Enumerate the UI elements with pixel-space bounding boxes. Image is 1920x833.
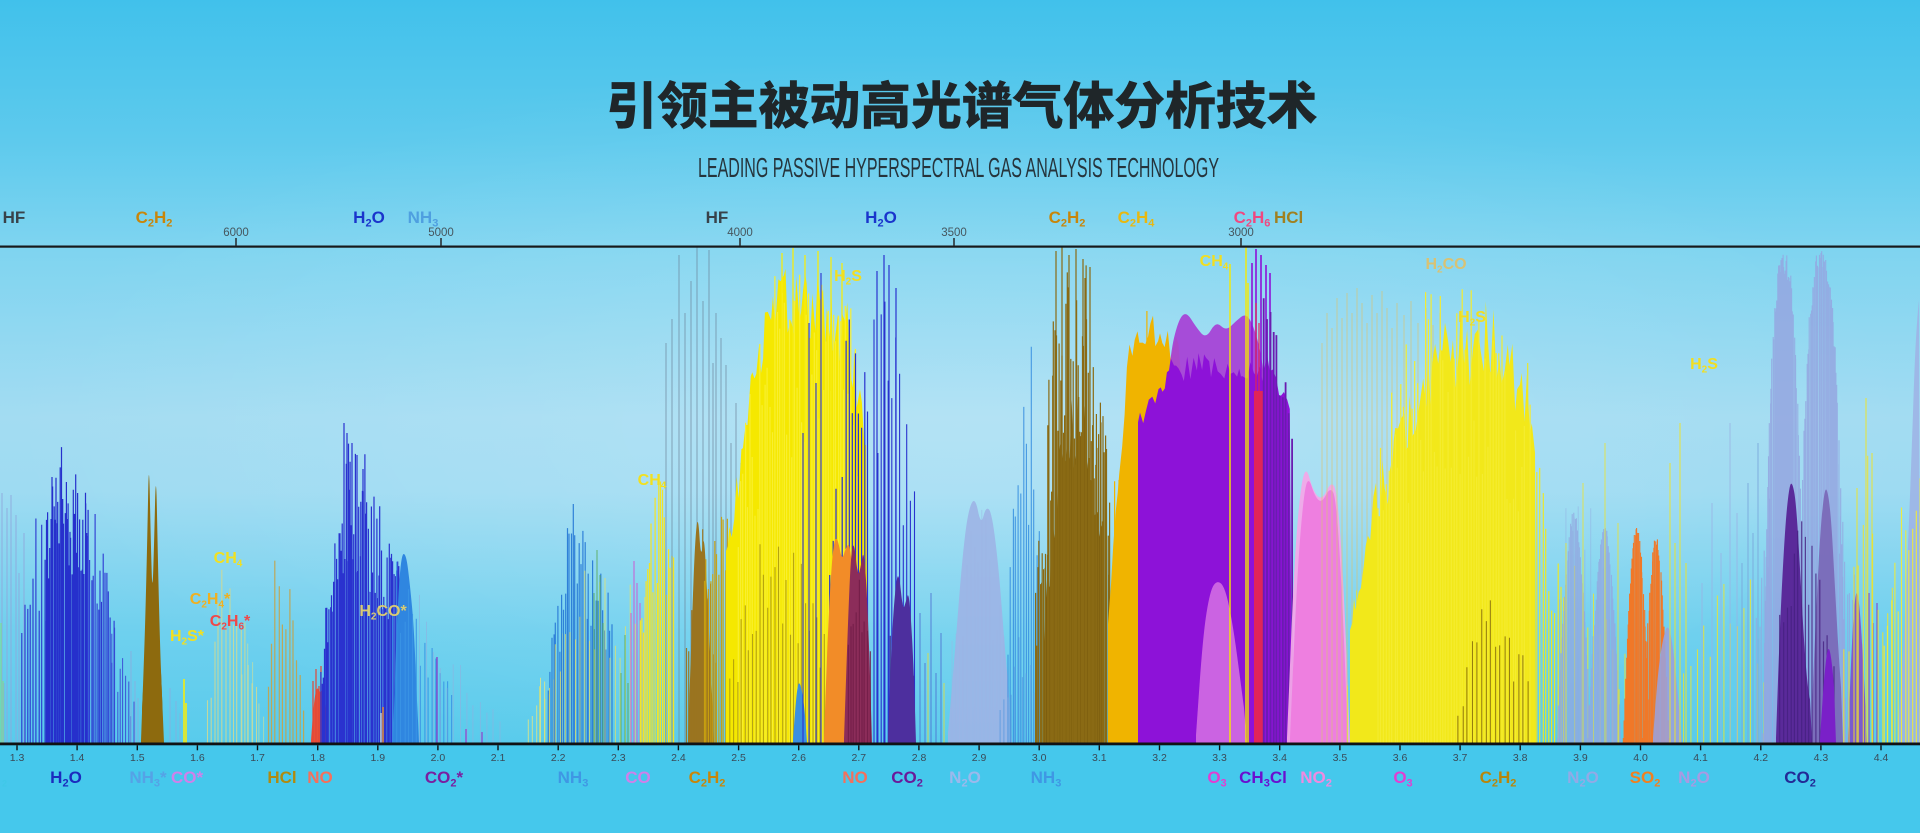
- svg-text:O3: O3: [1393, 768, 1412, 790]
- svg-text:3.6: 3.6: [1393, 752, 1408, 764]
- svg-text:NH3: NH3: [408, 208, 439, 230]
- svg-text:N2O: N2O: [949, 768, 981, 790]
- svg-text:C2H6*: C2H6*: [210, 613, 251, 633]
- svg-text:4.3: 4.3: [1814, 752, 1829, 764]
- svg-text:2.9: 2.9: [972, 752, 987, 764]
- svg-text:1.9: 1.9: [370, 752, 385, 764]
- svg-text:2.5: 2.5: [731, 752, 746, 764]
- svg-text:3.8: 3.8: [1513, 752, 1528, 764]
- svg-text:C2H4: C2H4: [1118, 208, 1156, 230]
- svg-text:3.0: 3.0: [1032, 752, 1047, 764]
- svg-text:2.4: 2.4: [671, 752, 686, 764]
- svg-text:3.5: 3.5: [1333, 752, 1348, 764]
- svg-text:NH3*: NH3*: [129, 768, 167, 790]
- svg-text:3.2: 3.2: [1152, 752, 1167, 764]
- svg-text:1.8: 1.8: [310, 752, 325, 764]
- svg-text:2: 2: [2, 779, 7, 789]
- svg-text:4000: 4000: [727, 227, 753, 239]
- svg-text:NO2: NO2: [1300, 768, 1332, 790]
- svg-text:LEADING PASSIVE HYPERSPECTRAL: LEADING PASSIVE HYPERSPECTRAL GAS ANALYS…: [698, 152, 1219, 183]
- svg-text:NO: NO: [842, 768, 868, 787]
- svg-text:CO*: CO*: [171, 768, 204, 787]
- svg-text:2.6: 2.6: [791, 752, 806, 764]
- svg-text:CH4: CH4: [1200, 253, 1229, 273]
- svg-text:CH4: CH4: [638, 472, 667, 492]
- svg-text:NO: NO: [307, 768, 333, 787]
- svg-text:4.2: 4.2: [1753, 752, 1768, 764]
- svg-text:4.4: 4.4: [1874, 752, 1889, 764]
- svg-text:H2O: H2O: [865, 208, 897, 230]
- svg-text:3.4: 3.4: [1272, 752, 1287, 764]
- svg-text:C2H4*: C2H4*: [190, 591, 231, 611]
- svg-text:HCl: HCl: [267, 768, 296, 787]
- svg-text:2.3: 2.3: [611, 752, 626, 764]
- svg-text:C2H2: C2H2: [1480, 768, 1517, 790]
- svg-text:1.4: 1.4: [70, 752, 85, 764]
- svg-text:N2O: N2O: [1678, 768, 1710, 790]
- svg-text:3.9: 3.9: [1573, 752, 1588, 764]
- svg-text:CH4: CH4: [214, 550, 243, 570]
- svg-text:HCl: HCl: [1274, 208, 1303, 227]
- svg-text:2.1: 2.1: [491, 752, 506, 764]
- svg-text:H2S*: H2S*: [170, 628, 205, 648]
- svg-text:CO: CO: [625, 768, 651, 787]
- svg-text:1.5: 1.5: [130, 752, 145, 764]
- svg-text:4.1: 4.1: [1693, 752, 1708, 764]
- svg-text:C2H2: C2H2: [1049, 208, 1086, 230]
- svg-text:1.3: 1.3: [10, 752, 25, 764]
- svg-text:CO2: CO2: [891, 768, 923, 790]
- svg-text:H2O: H2O: [50, 768, 82, 790]
- svg-text:3.1: 3.1: [1092, 752, 1107, 764]
- svg-text:HF: HF: [3, 208, 26, 227]
- svg-text:CH3Cl: CH3Cl: [1239, 768, 1287, 790]
- svg-text:1.7: 1.7: [250, 752, 265, 764]
- svg-text:NH3: NH3: [558, 768, 589, 790]
- svg-text:6000: 6000: [223, 227, 249, 239]
- svg-text:NH3: NH3: [1031, 768, 1062, 790]
- svg-text:H2S: H2S: [1690, 356, 1718, 376]
- svg-text:3000: 3000: [1228, 227, 1254, 239]
- svg-text:CO2: CO2: [1784, 768, 1816, 790]
- svg-text:H2CO: H2CO: [1425, 256, 1466, 276]
- svg-text:CO2*: CO2*: [425, 768, 464, 790]
- svg-text:N2O: N2O: [1567, 768, 1599, 790]
- svg-text:O3: O3: [1207, 768, 1226, 790]
- svg-text:H2CO*: H2CO*: [359, 603, 407, 623]
- svg-text:SO2: SO2: [1630, 768, 1661, 790]
- svg-text:H2S: H2S: [834, 268, 862, 288]
- svg-text:2.8: 2.8: [912, 752, 927, 764]
- svg-text:2.7: 2.7: [851, 752, 866, 764]
- svg-text:3.7: 3.7: [1453, 752, 1468, 764]
- svg-text:2.2: 2.2: [551, 752, 566, 764]
- svg-text:C2H6: C2H6: [1234, 208, 1271, 230]
- svg-text:3500: 3500: [941, 227, 967, 239]
- svg-text:C2H2: C2H2: [689, 768, 726, 790]
- svg-text:1.6: 1.6: [190, 752, 205, 764]
- svg-text:4.0: 4.0: [1633, 752, 1648, 764]
- svg-text:H2S: H2S: [1458, 309, 1486, 329]
- svg-text:5000: 5000: [428, 227, 454, 239]
- svg-text:H2O: H2O: [353, 208, 385, 230]
- svg-text:HF: HF: [706, 208, 729, 227]
- svg-text:2.0: 2.0: [431, 752, 446, 764]
- svg-text:3.3: 3.3: [1212, 752, 1227, 764]
- svg-text:C2H2: C2H2: [136, 208, 173, 230]
